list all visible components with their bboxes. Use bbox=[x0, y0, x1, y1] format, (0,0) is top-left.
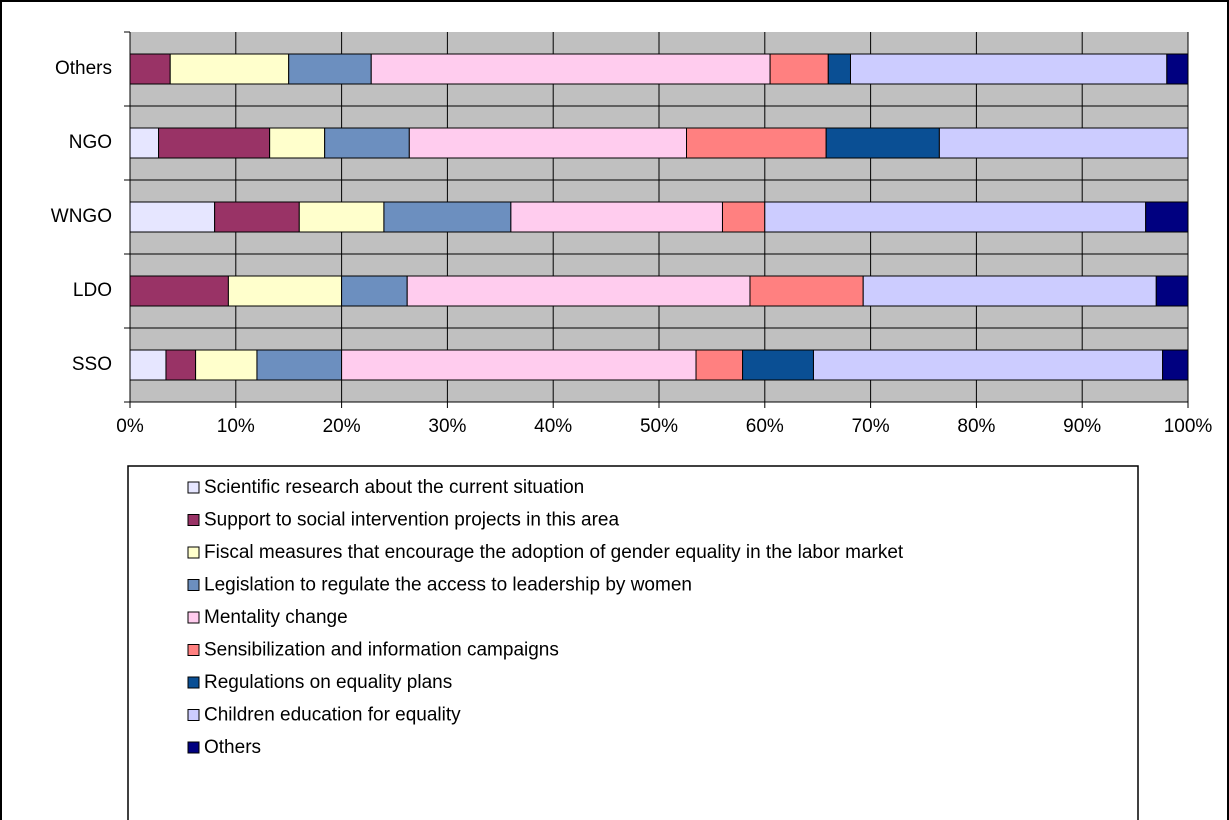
bar-segment bbox=[214, 201, 300, 233]
bar-segment bbox=[288, 53, 372, 85]
bar-segment bbox=[695, 349, 744, 381]
bar-segment bbox=[341, 349, 697, 381]
bar-segment bbox=[370, 53, 771, 85]
bar-segment bbox=[169, 53, 290, 85]
bar-segment bbox=[862, 275, 1157, 307]
bar-segment bbox=[129, 127, 160, 159]
bar-segment bbox=[764, 201, 1147, 233]
bar-segment bbox=[812, 349, 1164, 381]
bar-segment bbox=[827, 53, 851, 85]
bar-segment bbox=[324, 127, 410, 159]
bar-segment bbox=[1162, 349, 1189, 381]
x-tick-label: 50% bbox=[640, 416, 678, 437]
legend-label: Scientific research about the current si… bbox=[204, 477, 584, 498]
bar-segment bbox=[938, 127, 1189, 159]
y-tick-label: NGO bbox=[69, 132, 112, 153]
legend-label: Children education for equality bbox=[204, 705, 461, 726]
legend-label: Regulations on equality plans bbox=[204, 672, 452, 693]
y-tick-label: SSO bbox=[72, 354, 112, 375]
bar-segment bbox=[129, 53, 171, 85]
y-tick-label: Others bbox=[55, 58, 112, 79]
bar-segment bbox=[742, 349, 814, 381]
bar-segment bbox=[749, 275, 864, 307]
legend-swatch bbox=[187, 709, 200, 721]
legend-swatch bbox=[187, 676, 200, 689]
bar-segment bbox=[510, 201, 723, 233]
x-tick-label: 100% bbox=[1164, 416, 1213, 437]
bar-segment bbox=[383, 201, 512, 233]
x-tick-label: 80% bbox=[957, 416, 995, 437]
bar-segment bbox=[769, 53, 829, 85]
bar-segment bbox=[1145, 201, 1189, 233]
bar-segment bbox=[341, 275, 408, 307]
bar-segment bbox=[1166, 53, 1189, 85]
legend-label: Fiscal measures that encourage the adopt… bbox=[204, 542, 904, 563]
legend-label: Legislation to regulate the access to le… bbox=[204, 575, 692, 596]
bar-segment bbox=[129, 349, 167, 381]
bar-segment bbox=[158, 127, 271, 159]
bar-segment bbox=[406, 275, 751, 307]
legend-label: Support to social intervention projects … bbox=[204, 510, 619, 531]
x-tick-label: 0% bbox=[116, 416, 144, 437]
legend-label: Mentality change bbox=[204, 607, 348, 628]
legend-swatch bbox=[187, 644, 200, 656]
bar-segment bbox=[686, 127, 827, 159]
legend-swatch bbox=[187, 481, 200, 494]
x-tick-label: 90% bbox=[1063, 416, 1101, 437]
bar-segment bbox=[256, 349, 343, 381]
legend-swatch bbox=[187, 514, 200, 526]
x-tick-label: 20% bbox=[323, 416, 361, 437]
x-tick-label: 40% bbox=[534, 416, 572, 437]
legend-swatch bbox=[187, 546, 200, 559]
x-tick-label: 70% bbox=[852, 416, 890, 437]
legend-label: Others bbox=[204, 737, 261, 758]
bar-segment bbox=[298, 201, 385, 233]
bar-segment bbox=[721, 201, 766, 233]
x-tick-label: 30% bbox=[428, 416, 466, 437]
legend-swatch bbox=[187, 611, 200, 624]
legend-swatch bbox=[187, 579, 200, 591]
x-tick-label: 10% bbox=[217, 416, 255, 437]
bar-segment bbox=[849, 53, 1168, 85]
x-tick-label: 60% bbox=[746, 416, 784, 437]
legend-label: Sensibilization and information campaign… bbox=[204, 640, 559, 661]
y-tick-label: WNGO bbox=[51, 206, 112, 227]
y-tick-label: LDO bbox=[73, 280, 112, 301]
bar-segment bbox=[129, 275, 229, 307]
legend-swatch bbox=[187, 741, 200, 754]
bar-segment bbox=[1155, 275, 1189, 307]
bar-segment bbox=[195, 349, 258, 381]
bar-segment bbox=[825, 127, 940, 159]
bar-segment bbox=[227, 275, 343, 307]
bar-segment bbox=[165, 349, 197, 381]
legend-box bbox=[127, 465, 1139, 820]
bar-segment bbox=[129, 201, 216, 233]
bar-segment bbox=[269, 127, 326, 159]
bar-segment bbox=[408, 127, 688, 159]
